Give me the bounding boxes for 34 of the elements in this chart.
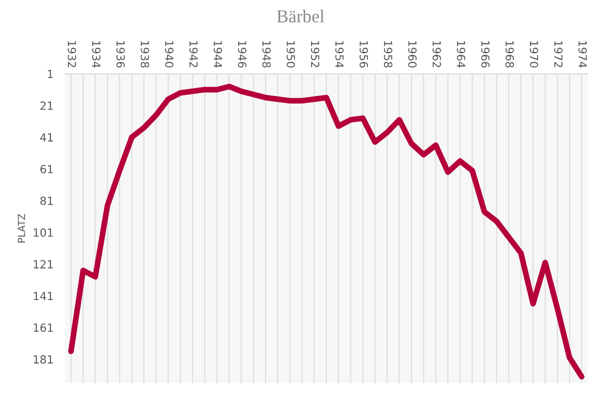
y-tick-label: 81 [40, 196, 53, 206]
x-tick-label: 1946 [238, 41, 246, 68]
x-tick-label: 1938 [140, 41, 150, 68]
x-tick-label: 1958 [384, 41, 392, 68]
x-tick-label: 1942 [189, 41, 198, 68]
y-axis-title: PLATZ [18, 214, 26, 242]
y-tick-label: 161 [34, 324, 53, 332]
x-tick-label: 1944 [214, 41, 222, 68]
x-tick-label: 1954 [335, 41, 344, 68]
x-tick-label: 1934 [92, 41, 100, 68]
x-tick-label: 1948 [262, 41, 271, 68]
x-tick-label: 1952 [310, 41, 320, 68]
chart-title: Bärbel [276, 10, 324, 22]
x-tick-label: 1932 [68, 41, 76, 68]
y-tick-label: 121 [34, 260, 53, 268]
x-tick-label: 1964 [456, 41, 466, 68]
x-tick-label: 1950 [286, 41, 296, 68]
x-tick-label: 1956 [360, 41, 368, 68]
y-tick-label: 181 [34, 355, 53, 364]
x-tick-label: 1974 [578, 41, 587, 68]
x-tick-label: 1972 [554, 41, 563, 68]
x-tick-label: 1936 [116, 41, 125, 68]
y-tick-label: 1 [48, 70, 53, 78]
y-tick-label: 21 [40, 102, 53, 110]
y-tick-label: 141 [34, 292, 53, 300]
x-tick-label: 1966 [481, 41, 490, 68]
y-tick-label: 41 [40, 133, 53, 142]
x-tick-label: 1962 [432, 41, 441, 68]
x-tick-label: 1970 [530, 41, 538, 68]
x-tick-label: 1968 [506, 41, 514, 68]
x-tick-label: 1940 [165, 41, 174, 68]
y-tick-label: 101 [34, 228, 53, 237]
x-tick-label: 1960 [408, 41, 417, 68]
y-tick-label: 61 [40, 164, 53, 174]
